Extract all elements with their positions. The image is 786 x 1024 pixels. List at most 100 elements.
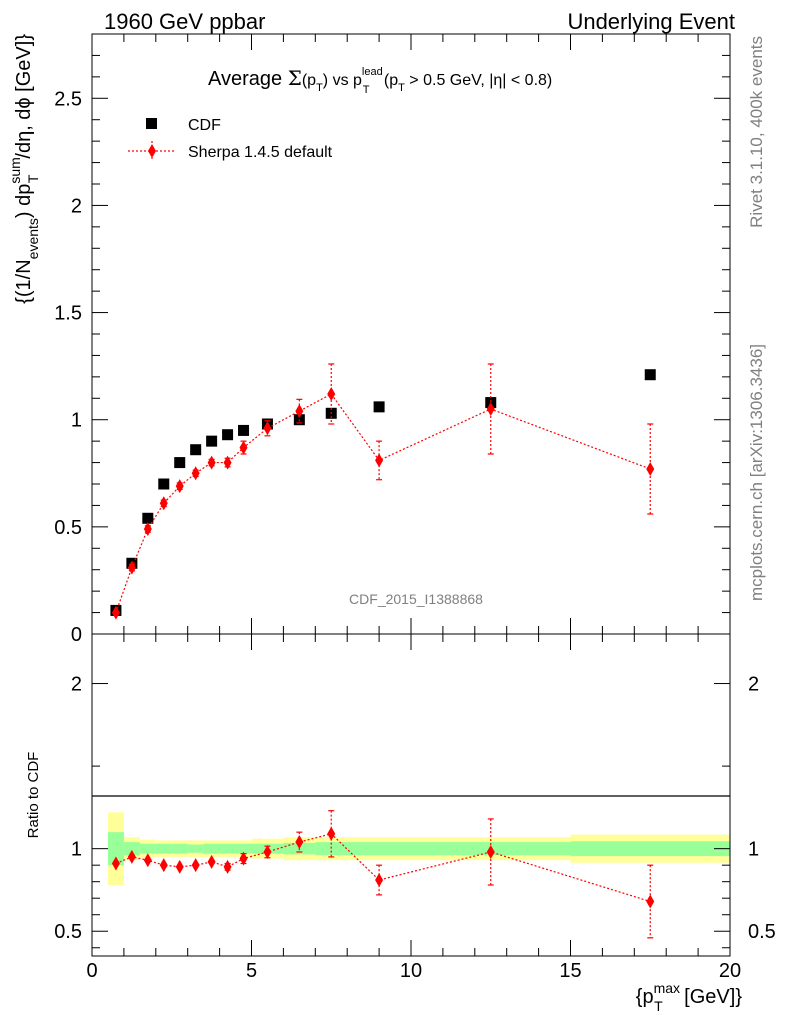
sherpa-point (143, 853, 152, 868)
sherpa-point (223, 859, 232, 874)
main-ytick-labels: 0 0.5 1 1.5 2 2.5 (54, 88, 82, 646)
title-lead-sup: lead (362, 66, 383, 78)
legend-label-cdf: CDF (188, 117, 221, 134)
ylabel-a: {(1/N (13, 259, 35, 303)
title-prefix: Average (208, 68, 288, 90)
header-left: 1960 GeV ppbar (104, 9, 265, 34)
legend-marker-cdf (146, 118, 157, 129)
sherpa-point (375, 453, 384, 468)
main-panel: 00.511.522.5 Average Σ(pT) vs plead T (pT… (7, 33, 731, 646)
legend: CDF Sherpa 1.4.5 default (128, 117, 333, 161)
title-vs: vs p (328, 72, 362, 89)
xtick-labels: 0 5 10 15 20 (86, 960, 741, 982)
sherpa-point (646, 894, 655, 909)
sherpa-point (263, 421, 272, 436)
xlabel-sup: max (654, 980, 680, 996)
ratio-bands (107, 812, 730, 885)
sherpa-point (111, 856, 120, 871)
cdf-point (174, 457, 186, 469)
xtick-label: 10 (400, 960, 422, 982)
sherpa-point (175, 859, 184, 874)
title-pt-open: (p (302, 72, 316, 89)
main-ytick-label: 1.5 (54, 303, 82, 325)
stat-uncertainty-band (219, 843, 236, 854)
xtick-label: 0 (86, 960, 97, 982)
sherpa-line (115, 833, 651, 903)
sherpa-point (263, 844, 272, 859)
rivet-label: Rivet 3.1.10, 400k events (747, 36, 766, 228)
ratio-ytick-label-left: 0.5 (54, 921, 82, 943)
sherpa-point (191, 858, 200, 873)
stat-uncertainty-band (155, 843, 172, 854)
sherpa-point (111, 605, 120, 620)
ylabel-b: ) dp (13, 184, 35, 218)
stat-uncertainty-band (235, 843, 252, 854)
xlabel-open: {p (636, 986, 654, 1008)
ratio-ytick-label-left: 1 (71, 839, 82, 861)
stat-uncertainty-band (570, 841, 730, 857)
title-cut-sub: T (398, 82, 405, 94)
mcplots-label: mcplots.cern.ch [arXiv:1306.3436] (747, 344, 766, 601)
sherpa-point (239, 851, 248, 866)
sherpa-point (207, 854, 216, 869)
sherpa-point (327, 826, 336, 841)
title-lead-sub: T (363, 84, 370, 96)
sherpa-line (115, 393, 651, 613)
main-axis-ticks (91, 34, 731, 635)
sherpa-point (646, 462, 655, 476)
main-ytick-label: 0 (71, 624, 82, 646)
main-ylabel: {(1/Nevents) dpsum T/dη, dϕ [GeV]} (7, 34, 41, 304)
sherpa-point (486, 844, 495, 859)
title-cut-rest: > 0.5 GeV, |η| < 0.8) (405, 72, 552, 89)
sherpa-point (295, 835, 304, 850)
sherpa-point (191, 466, 200, 481)
ylabel-b-sub: T (25, 174, 41, 183)
stat-uncertainty-band (187, 844, 204, 853)
cdf-point (222, 429, 234, 441)
stat-uncertainty-band (347, 842, 411, 856)
main-ytick-label: 1 (71, 410, 82, 432)
ratio-ytick-label-left: 2 (71, 674, 82, 696)
main-ytick-label: 2 (71, 195, 82, 217)
cdf-point (206, 435, 218, 447)
title-cut-open: (p (379, 72, 398, 89)
sherpa-point (159, 858, 168, 873)
sherpa-point (127, 560, 136, 575)
xtick-label: 5 (246, 960, 257, 982)
sherpa-point (207, 455, 216, 470)
title-sigma: Σ (288, 66, 302, 90)
cdf-point (158, 478, 170, 490)
cdf-point (190, 444, 202, 456)
legend-label-sherpa: Sherpa 1.4.5 default (188, 144, 333, 161)
ylabel-b-sup: sum (7, 157, 23, 183)
sherpa-point (239, 440, 248, 455)
ratio-ytick-labels: 0.5 0.5 1 1 2 2 (54, 674, 776, 944)
xtick-label: 20 (719, 960, 741, 982)
ratio-panel: 0.5 0.5 1 1 2 2 0 5 10 15 20 Ratio to CDF {pmax T … (25, 633, 776, 1014)
xlabel-sub: T (654, 998, 663, 1014)
sherpa-point (143, 522, 152, 536)
sherpa-point (295, 404, 304, 419)
stat-uncertainty-band (139, 843, 156, 854)
ratio-xlabel: {pmax T [GeV]} (636, 980, 743, 1014)
ratio-ytick-label-right: 0.5 (748, 921, 776, 943)
xtick-label: 15 (559, 960, 581, 982)
cdf-point (238, 424, 250, 436)
stat-uncertainty-band (171, 843, 188, 854)
title-pt-sub: T (316, 82, 323, 94)
ratio-ytick-label-right: 1 (748, 839, 759, 861)
main-data (110, 363, 656, 620)
sherpa-point (375, 873, 384, 888)
main-ytick-label: 2.5 (54, 88, 82, 110)
stat-uncertainty-band (107, 832, 124, 866)
title-pt-close: ) (323, 72, 328, 89)
cdf-point (142, 512, 154, 524)
sherpa-point (175, 479, 184, 494)
analysis-watermark: CDF_2015_I1388868 (349, 591, 483, 607)
main-title: Average Σ(pT) vs plead T (pT > 0.5 GeV, |… (208, 66, 552, 96)
main-ytick-label: 0.5 (54, 517, 82, 539)
sherpa-point (127, 849, 136, 864)
ratio-frame (91, 633, 731, 957)
ratio-ylabel: Ratio to CDF (25, 752, 42, 839)
